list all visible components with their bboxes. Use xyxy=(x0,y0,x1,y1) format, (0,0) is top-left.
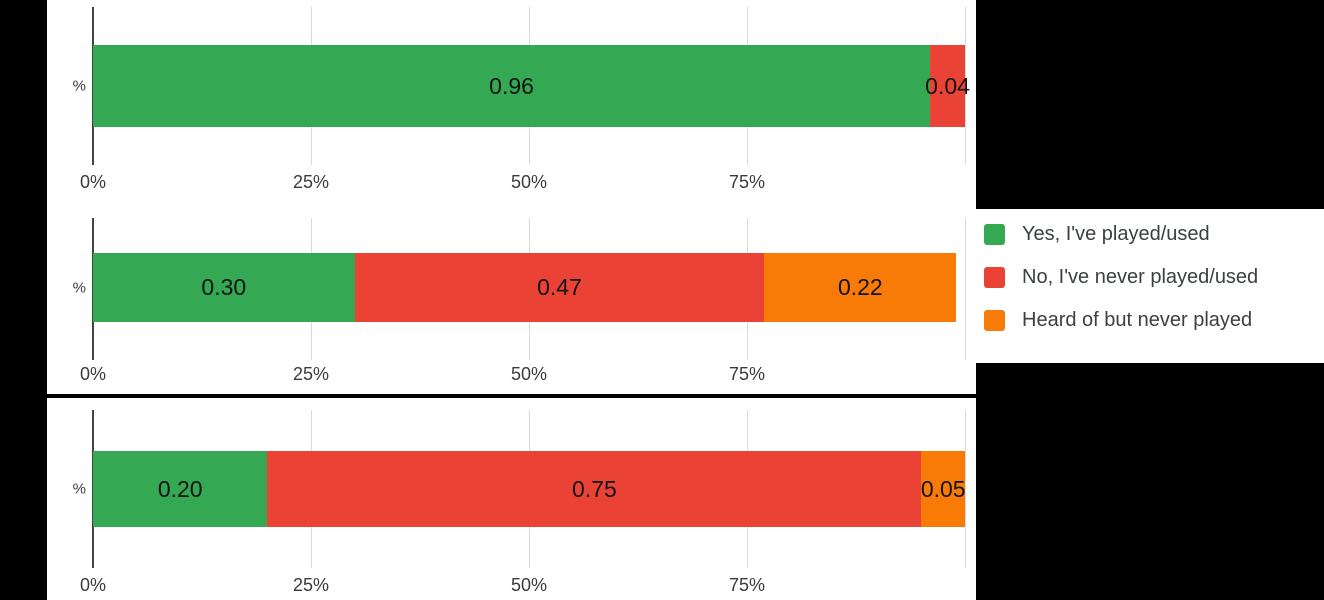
x-axis-tick-label: 25% xyxy=(292,575,330,595)
gridline xyxy=(311,410,312,568)
y-axis-line xyxy=(92,218,94,360)
stacked-bar: 0.30 0.47 0.22 xyxy=(93,253,965,322)
x-axis-tick-label: 50% xyxy=(510,364,548,384)
gridline xyxy=(529,7,530,165)
gridline xyxy=(965,410,966,568)
bar-segment: 0.20 xyxy=(93,451,268,527)
legend-item: No, I've never played/used xyxy=(984,265,1258,289)
x-axis-tick-label: 50% xyxy=(510,575,548,595)
y-axis-line xyxy=(92,7,94,165)
bar-segment: 0.75 xyxy=(267,451,922,527)
legend-item-label: No, I've never played/used xyxy=(1022,265,1259,288)
gridline xyxy=(529,410,530,568)
stacked-bar: 0.96 0.04 xyxy=(93,45,970,127)
bar-segment: 0.30 xyxy=(93,253,355,322)
x-axis-tick-label: 50% xyxy=(510,172,548,192)
segment-value-label: 0.22 xyxy=(837,274,883,300)
horizontal-divider-line xyxy=(47,394,976,398)
segment-value-label: 0.05 xyxy=(920,475,966,502)
black-panel-top-right xyxy=(976,0,1324,209)
x-axis-tick-label: 25% xyxy=(292,172,330,192)
stacked-bar: 0.20 0.75 0.05 xyxy=(93,451,966,527)
category-label: % xyxy=(72,480,86,498)
legend-color-swatch xyxy=(984,309,1005,331)
segment-value-label: 0.75 xyxy=(572,475,617,502)
chart-legend: Yes, I've played/used No, I've never play… xyxy=(984,222,1258,332)
bar-segment: 0.96 xyxy=(93,45,931,127)
x-axis-tick-label: 75% xyxy=(728,575,766,595)
gridline xyxy=(965,7,966,165)
gridline xyxy=(747,7,748,165)
gridline xyxy=(311,218,312,360)
segment-value-label: 0.30 xyxy=(201,274,247,300)
category-label: % xyxy=(72,77,86,95)
x-axis-tick-label: 0% xyxy=(79,172,107,192)
segment-value-label: 0.04 xyxy=(925,72,970,99)
x-axis-tick-label: 25% xyxy=(292,364,330,384)
legend-item: Heard of but never played xyxy=(984,308,1258,332)
gridline xyxy=(965,218,966,360)
x-axis-tick-label: 0% xyxy=(79,364,107,384)
segment-value-label: 0.20 xyxy=(157,475,203,502)
bar-segment: 0.04 xyxy=(925,45,970,127)
y-axis-line xyxy=(92,410,94,568)
bar-segment: 0.47 xyxy=(354,253,765,322)
gridline xyxy=(747,410,748,568)
legend-item: Yes, I've played/used xyxy=(984,222,1258,246)
x-axis-tick-label: 75% xyxy=(728,172,766,192)
gridline xyxy=(311,7,312,165)
segment-value-label: 0.96 xyxy=(489,72,534,99)
x-axis-tick-label: 0% xyxy=(79,575,107,595)
bar-segment: 0.05 xyxy=(920,451,966,527)
black-panel-bottom-right xyxy=(976,363,1324,600)
bar-segment: 0.22 xyxy=(764,253,957,322)
gridline xyxy=(529,218,530,360)
gridline xyxy=(747,218,748,360)
legend-color-swatch xyxy=(984,223,1005,245)
category-label: % xyxy=(72,279,86,296)
legend-item-label: Yes, I've played/used xyxy=(1022,222,1210,245)
black-panel-left xyxy=(0,0,47,600)
legend-color-swatch xyxy=(984,266,1005,288)
legend-item-label: Heard of but never played xyxy=(1022,308,1253,331)
x-axis-tick-label: 75% xyxy=(728,364,766,384)
segment-value-label: 0.47 xyxy=(537,274,582,300)
